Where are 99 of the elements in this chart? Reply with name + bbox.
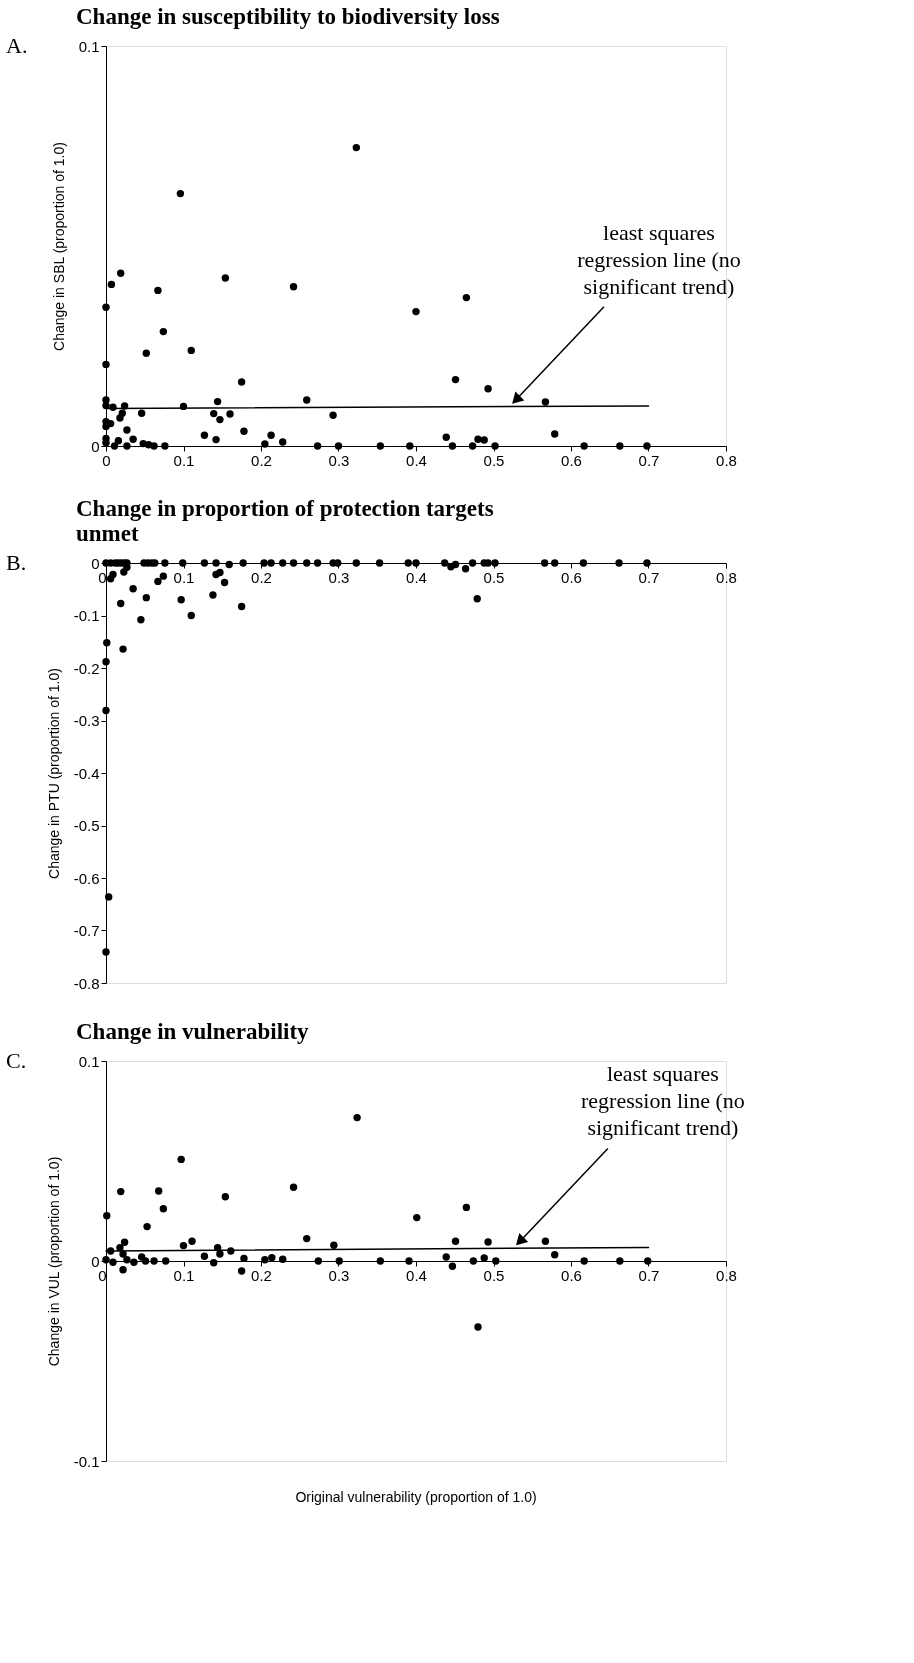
x-tick-label: 0.2: [251, 451, 272, 469]
x-tick-label: 0.4: [406, 1266, 427, 1284]
point: [237, 1267, 246, 1275]
x-tick-label: 0.5: [483, 451, 505, 469]
point: [210, 1259, 218, 1267]
point: [335, 1257, 343, 1265]
x-tick-label: 0.4: [406, 451, 427, 469]
point: [119, 1266, 127, 1274]
point: [278, 1255, 287, 1263]
point: [268, 1253, 276, 1262]
x-tick-label: 0.8: [716, 1266, 737, 1284]
y-tick-label: -0.1: [73, 1452, 100, 1470]
point: [221, 1193, 230, 1201]
y-tick-label: -0.8: [73, 974, 100, 992]
y-axis-title: Change in SBL (proportion of 1.0): [50, 142, 67, 351]
point: [492, 1257, 500, 1265]
point: [116, 1244, 124, 1252]
x-tick-label: 0.2: [251, 1266, 272, 1284]
point: [216, 1250, 224, 1258]
x-tick-label: 0.3: [328, 451, 350, 469]
x-tick-label: 0.7: [638, 451, 660, 469]
x-tick-label: 0.1: [173, 1266, 195, 1284]
x-tick-label: 0.6: [561, 1266, 582, 1284]
y-tick-label: 0.1: [78, 1052, 100, 1070]
text: B.: [6, 550, 27, 575]
x-tick-label: 0: [102, 451, 111, 469]
point: [451, 1237, 460, 1245]
point: [474, 1323, 482, 1331]
point: [154, 1187, 163, 1195]
point: [330, 1241, 338, 1249]
point: [161, 1257, 170, 1265]
point: [580, 1257, 588, 1265]
point: [541, 1237, 550, 1245]
chart-title: Change in susceptibility to biodiversity loss: [76, 4, 500, 29]
x-tick-label: 0.6: [561, 451, 582, 469]
point: [413, 1213, 421, 1222]
x-tick-label: 0.2: [251, 568, 272, 586]
point: [109, 1258, 117, 1266]
text: C.: [6, 1048, 27, 1073]
point: [261, 1256, 269, 1264]
point: [448, 1262, 457, 1270]
point: [469, 1257, 478, 1265]
point: [314, 1257, 323, 1265]
annotation: least squares regression line (no significant trend): [577, 219, 741, 299]
point: [117, 1187, 125, 1196]
x-tick-label: 0.5: [483, 1266, 505, 1284]
point: [376, 1257, 385, 1265]
y-tick-label: 0: [91, 554, 100, 572]
x-tick-label: 0.5: [483, 568, 505, 586]
point: [141, 1257, 150, 1265]
point: [303, 1234, 311, 1243]
point: [353, 1113, 361, 1122]
x-tick-label: 0.1: [173, 451, 195, 469]
x-tick-label: 0.4: [406, 568, 427, 586]
point: [200, 1252, 209, 1260]
y-tick-label: -0.3: [73, 712, 100, 729]
point: [120, 1238, 129, 1246]
y-tick-label: -0.7: [73, 922, 100, 939]
x-tick-label: 0.3: [328, 1266, 350, 1284]
y-tick-label: -0.4: [73, 764, 100, 782]
point: [159, 1205, 168, 1213]
point: [143, 1222, 151, 1231]
point: [644, 1257, 652, 1265]
point: [103, 1212, 111, 1220]
point: [616, 1257, 624, 1265]
y-tick-label: 0: [91, 1252, 100, 1270]
chart-title: Change in vulnerability: [76, 1019, 310, 1044]
point: [442, 1253, 450, 1261]
point: [188, 1237, 196, 1245]
y-tick-label: -0.5: [73, 817, 100, 834]
text: A.: [6, 33, 28, 58]
point: [484, 1238, 492, 1246]
y-tick-label: -0.6: [73, 869, 100, 887]
x-axis-title: Original vulnerability (proportion of 1.0): [295, 1489, 537, 1505]
point: [551, 1251, 559, 1259]
x-tick-label: 0.8: [716, 451, 737, 469]
x-tick-label: 0.6: [561, 568, 582, 586]
x-tick-label: 0.7: [638, 568, 660, 586]
annotation: least squares regression line (no significant trend): [581, 1061, 745, 1141]
point: [405, 1257, 413, 1265]
point: [462, 1203, 471, 1212]
point: [123, 1256, 131, 1264]
point: [480, 1254, 488, 1262]
x-tick-label: 0.3: [328, 568, 350, 586]
y-tick-label: 0: [91, 437, 100, 455]
point: [289, 1183, 298, 1191]
y-axis-title: Change in VUL (proportion of 1.0): [45, 1156, 62, 1367]
x-tick-label: 0.7: [638, 1266, 660, 1284]
point: [150, 1257, 158, 1265]
chart-title: Change in proportion of protection targets unmet: [76, 496, 494, 546]
x-tick-label: 0.1: [173, 568, 195, 586]
y-axis-title: Change in PTU (proportion of 1.0): [45, 668, 62, 879]
y-tick-label: -0.2: [73, 659, 100, 677]
point: [179, 1241, 188, 1250]
point: [130, 1258, 138, 1266]
x-tick-label: 0.8: [716, 568, 737, 586]
y-tick-label: -0.1: [73, 607, 100, 624]
point: [177, 1155, 185, 1164]
y-tick-label: 0.1: [78, 37, 100, 55]
